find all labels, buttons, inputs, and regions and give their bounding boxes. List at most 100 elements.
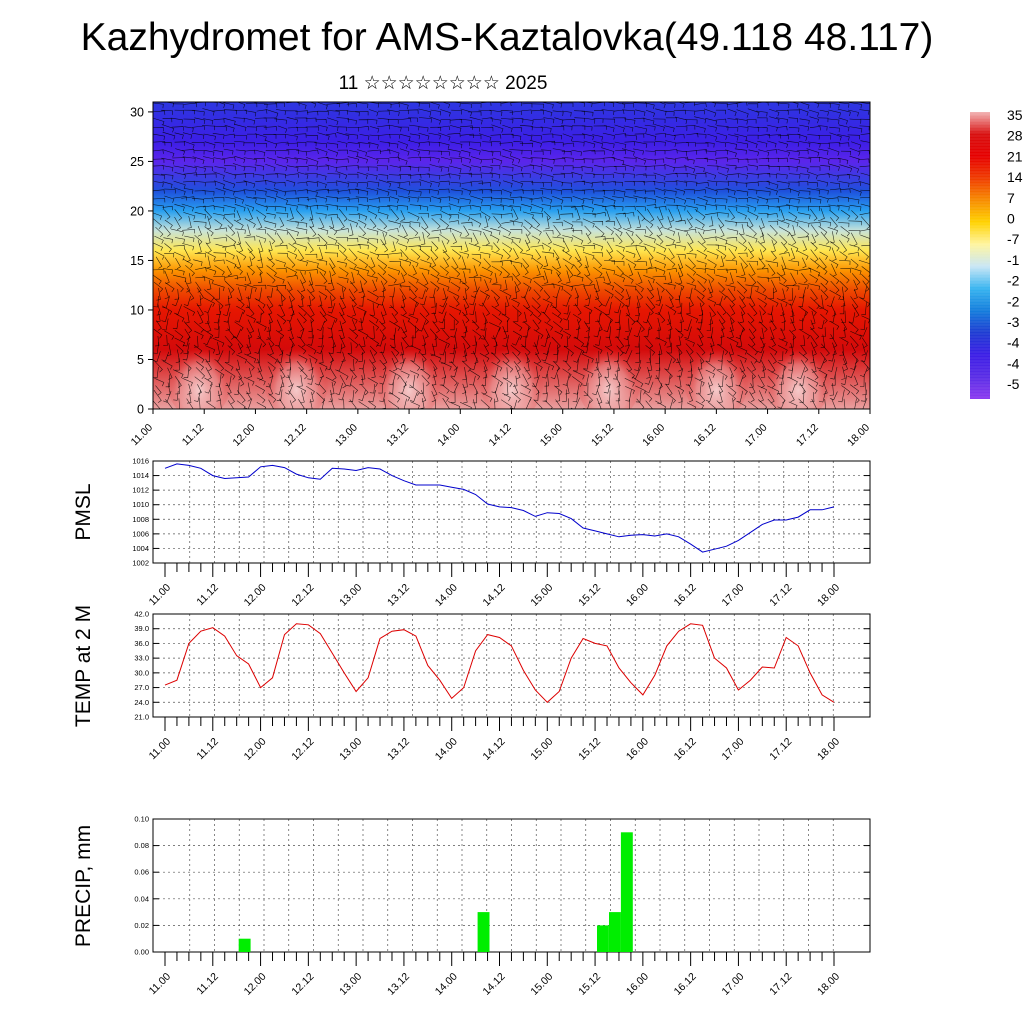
wind-barb: [447, 132, 461, 138]
wind-barb: [296, 141, 307, 147]
wind-barb: [430, 249, 439, 261]
wind-barb: [623, 157, 637, 163]
wind-barb: [173, 245, 185, 250]
wind-barb: [266, 265, 277, 277]
wind-barb: [297, 204, 308, 210]
wind-barb: [705, 360, 716, 372]
wind-barb: [735, 222, 748, 227]
wind-barb: [153, 198, 166, 203]
wind-barb: [153, 127, 164, 132]
wind-barb: [718, 375, 724, 387]
wind-barb: [388, 252, 403, 257]
wind-barb: [613, 166, 626, 171]
wind-barb: [571, 140, 585, 147]
wind-barb: [521, 252, 533, 260]
wind-barb: [757, 196, 769, 204]
wind-barb: [717, 212, 729, 218]
wind-barb: [182, 156, 196, 163]
wind-barb: [563, 345, 574, 357]
wind-barb: [491, 352, 501, 364]
wind-barb: [698, 302, 704, 316]
wind-barb: [540, 188, 553, 194]
wind-barb: [491, 366, 499, 378]
wind-barb: [636, 398, 645, 409]
wind-barb: [790, 247, 796, 260]
wind-barb: [675, 196, 687, 205]
wind-barb: [818, 148, 829, 155]
wind-barb: [243, 180, 256, 188]
wind-barb: [776, 102, 790, 109]
wind-barb: [418, 126, 429, 132]
wind-barb: [612, 205, 624, 211]
wind-barb: [438, 282, 450, 291]
wind-barb: [153, 274, 162, 285]
x-tick-label: 14.00: [433, 736, 460, 763]
wind-barb: [409, 190, 422, 196]
wind-barb: [785, 268, 799, 275]
wind-barb: [666, 267, 677, 273]
wind-barb: [203, 329, 214, 340]
wind-barb: [361, 367, 366, 380]
wind-barb: [562, 297, 571, 307]
wind-barb: [831, 263, 837, 277]
wind-barb: [275, 259, 286, 267]
wind-barb: [552, 158, 566, 163]
wind-barb: [276, 319, 283, 333]
wind-barb: [449, 227, 462, 237]
wind-barb: [369, 359, 377, 372]
wind-barb: [605, 225, 614, 236]
wind-barb: [709, 216, 714, 227]
wind-barb: [206, 231, 211, 245]
wind-barb: [616, 345, 624, 356]
wind-barb: [214, 227, 228, 232]
wind-barb: [491, 213, 502, 219]
wind-barb: [718, 319, 725, 331]
wind-barb: [409, 133, 420, 140]
wind-barb: [276, 164, 288, 172]
wind-barb: [263, 103, 278, 108]
wind-barb: [266, 272, 276, 284]
wind-barb: [294, 133, 307, 138]
wind-barb: [666, 351, 676, 364]
wind-barb: [162, 117, 173, 123]
wind-barb: [255, 287, 263, 301]
wind-barb: [552, 196, 564, 205]
wind-barb: [422, 305, 430, 317]
wind-barb: [628, 263, 634, 277]
wind-barb: [234, 134, 248, 140]
wind-barb: [325, 133, 337, 138]
wind-barb: [481, 126, 494, 132]
wind-barb: [592, 252, 603, 257]
wind-barb: [164, 188, 176, 194]
wind-barb: [602, 132, 616, 140]
wind-barb: [838, 124, 850, 132]
wind-barb: [340, 326, 345, 340]
wind-barb: [472, 350, 479, 364]
wind-barb: [697, 366, 704, 381]
wind-barb: [306, 344, 317, 355]
wind-barb: [298, 312, 307, 324]
wind-barb: [654, 259, 666, 269]
wind-barb: [197, 310, 204, 325]
wind-barb: [565, 382, 570, 395]
wind-barb: [493, 272, 498, 284]
wind-barb: [840, 150, 851, 156]
wind-barb: [398, 195, 411, 203]
wind-barb: [387, 205, 398, 211]
wind-barb: [725, 188, 736, 196]
colorbar-label: 21: [1007, 148, 1023, 164]
wind-barb: [410, 181, 421, 186]
wind-barb: [279, 367, 286, 379]
wind-barb: [223, 303, 231, 316]
wind-barb: [737, 281, 748, 294]
wind-barb: [635, 234, 643, 245]
wind-barb: [667, 392, 676, 404]
wind-barb: [348, 390, 355, 403]
wind-barb: [694, 102, 707, 108]
wind-barb: [214, 265, 225, 276]
wind-barb: [502, 377, 513, 387]
wind-barb: [788, 401, 798, 409]
wind-barb: [377, 110, 390, 115]
wind-barb: [648, 257, 653, 269]
wind-barb: [797, 133, 808, 141]
